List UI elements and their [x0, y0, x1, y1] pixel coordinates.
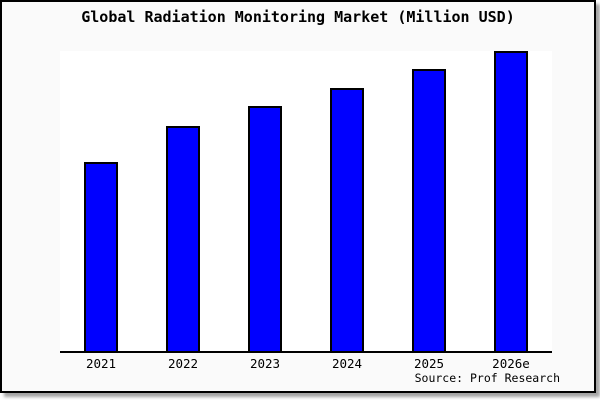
x-tick-label-2023: 2023 [249, 356, 281, 371]
x-tick-label-2026e: 2026e [492, 356, 530, 371]
chart-frame: Global Radiation Monitoring Market (Mill… [0, 0, 596, 393]
x-tick-label-2021: 2021 [85, 356, 117, 371]
chart-title: Global Radiation Monitoring Market (Mill… [81, 8, 515, 26]
bar-2024 [330, 88, 364, 351]
plot-area [60, 51, 552, 353]
bar-2023 [248, 106, 282, 351]
x-tick-label-2025: 2025 [413, 356, 445, 371]
x-tick-label-2022: 2022 [167, 356, 199, 371]
bar-2026e [494, 51, 528, 351]
bar-2021 [84, 162, 118, 351]
bar-2025 [412, 69, 446, 351]
source-credit: Source: Prof Research [414, 371, 560, 385]
bar-2022 [166, 126, 200, 351]
x-tick-label-2024: 2024 [331, 356, 363, 371]
